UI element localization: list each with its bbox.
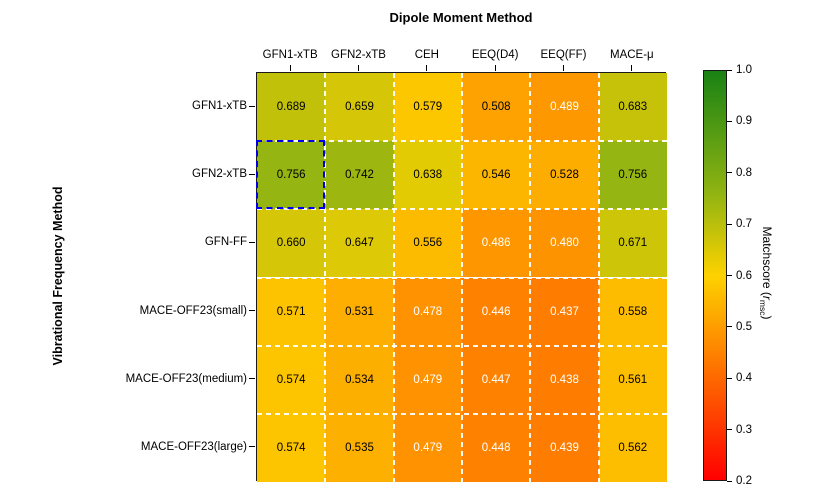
heatmap-cell: 0.638 <box>393 141 462 210</box>
heatmap-cell: 0.756 <box>257 141 326 210</box>
colorbar-tick-label: 0.2 <box>736 475 752 487</box>
heatmap-cell: 0.562 <box>598 413 667 482</box>
colorbar-tick-label: 0.3 <box>736 423 752 436</box>
heatmap-cell: 0.571 <box>257 277 326 346</box>
gridline-horizontal <box>257 276 667 279</box>
row-tick <box>249 105 255 107</box>
colorbar-tick-label: 0.9 <box>736 115 752 128</box>
colorbar-tick-label: 0.6 <box>736 269 752 282</box>
heatmap-cell: 0.647 <box>325 209 394 278</box>
column-label: EEQ(D4) <box>471 49 519 61</box>
y-axis-title: Vibrational Frequency Method <box>51 186 65 366</box>
heatmap-cell: 0.448 <box>462 413 531 482</box>
column-tick <box>289 65 291 71</box>
row-label: GFN1-xTB <box>192 100 247 113</box>
row-tick <box>249 378 255 380</box>
heatmap-cell: 0.683 <box>598 73 667 142</box>
heatmap-cell: 0.478 <box>393 277 462 346</box>
heatmap-cell: 0.439 <box>530 413 599 482</box>
heatmap-cell: 0.579 <box>393 73 462 142</box>
colorbar-tick-label: 0.5 <box>736 320 752 333</box>
heatmap-cell: 0.742 <box>325 141 394 210</box>
gridline-horizontal <box>257 140 667 143</box>
heatmap-cell: 0.561 <box>598 345 667 414</box>
heatmap-cell: 0.489 <box>530 73 599 142</box>
row-label: GFN-FF <box>204 236 247 249</box>
gridline-horizontal <box>257 208 667 211</box>
heatmap-cell: 0.438 <box>530 345 599 414</box>
colorbar-tick <box>727 326 732 328</box>
column-tick <box>563 65 564 71</box>
colorbar-tick <box>727 377 732 379</box>
heatmap-cell: 0.446 <box>462 277 531 346</box>
colorbar-tick <box>727 223 732 225</box>
colorbar-tick-label: 0.8 <box>736 166 752 179</box>
column-label: EEQ(FF) <box>540 49 587 61</box>
heatmap-cell: 0.528 <box>530 141 599 210</box>
row-tick <box>249 173 255 175</box>
column-tick <box>494 65 496 71</box>
heatmap-cell: 0.574 <box>257 345 326 414</box>
heatmap-cell: 0.556 <box>393 209 462 278</box>
selected-cell-outline <box>256 140 326 210</box>
column-label: MACE-μ <box>609 49 654 61</box>
colorbar-tick <box>727 480 732 482</box>
heatmap-cell: 0.535 <box>325 413 394 482</box>
heatmap-cell: 0.534 <box>325 345 394 414</box>
heatmap-cell: 0.479 <box>393 345 462 414</box>
colorbar-tick <box>727 429 732 431</box>
colorbar-tick <box>727 120 732 122</box>
heatmap-cell: 0.689 <box>257 73 326 142</box>
colorbar-gradient <box>703 70 727 481</box>
column-label: GFN1-xTB <box>262 49 318 61</box>
gridline-horizontal <box>257 412 667 415</box>
row-label: MACE-OFF23(large) <box>140 440 247 453</box>
column-tick <box>426 65 428 71</box>
row-tick <box>249 241 255 243</box>
heatmap-cell: 0.660 <box>257 209 326 278</box>
heatmap-cell: 0.486 <box>462 209 531 278</box>
colorbar-axis-label: Matchscore (rmsc) <box>757 226 775 320</box>
column-label: CEH <box>414 49 439 61</box>
heatmap-cell: 0.546 <box>462 141 531 210</box>
x-axis-title: Dipole Moment Method <box>389 10 533 25</box>
heatmap-cell: 0.479 <box>393 413 462 482</box>
row-tick <box>249 446 255 448</box>
heatmap-cell: 0.447 <box>462 345 531 414</box>
colorbar-tick <box>727 172 732 174</box>
heatmap-cell: 0.671 <box>598 209 667 278</box>
column-tick <box>631 65 633 71</box>
heatmap-cell: 0.480 <box>530 209 599 278</box>
heatmap-cell: 0.756 <box>598 141 667 210</box>
column-label: GFN2-xTB <box>331 49 386 61</box>
gridline-horizontal <box>257 344 667 347</box>
colorbar-tick-label: 0.4 <box>736 372 752 385</box>
heatmap-cell: 0.508 <box>462 73 531 142</box>
row-label: GFN2-xTB <box>192 168 247 181</box>
row-tick <box>249 310 255 312</box>
heatmap-cell: 0.437 <box>530 277 599 346</box>
heatmap-cell: 0.558 <box>598 277 667 346</box>
heatmap-grid: 0.689 0.659 0.579 0.508 0.489 0.683 0.756 0.742… <box>256 72 667 482</box>
heatmap-cell: 0.531 <box>325 277 394 346</box>
heatmap-cell: 0.659 <box>325 73 394 142</box>
colorbar-tick-label: 0.7 <box>736 218 752 231</box>
column-tick <box>358 65 359 71</box>
row-label: MACE-OFF23(small) <box>139 304 247 317</box>
colorbar-tick-label: 1.0 <box>736 64 752 76</box>
row-label: MACE-OFF23(medium) <box>125 372 247 385</box>
colorbar-tick <box>727 69 732 71</box>
colorbar-tick <box>727 275 732 276</box>
heatmap-cell: 0.574 <box>257 413 326 482</box>
